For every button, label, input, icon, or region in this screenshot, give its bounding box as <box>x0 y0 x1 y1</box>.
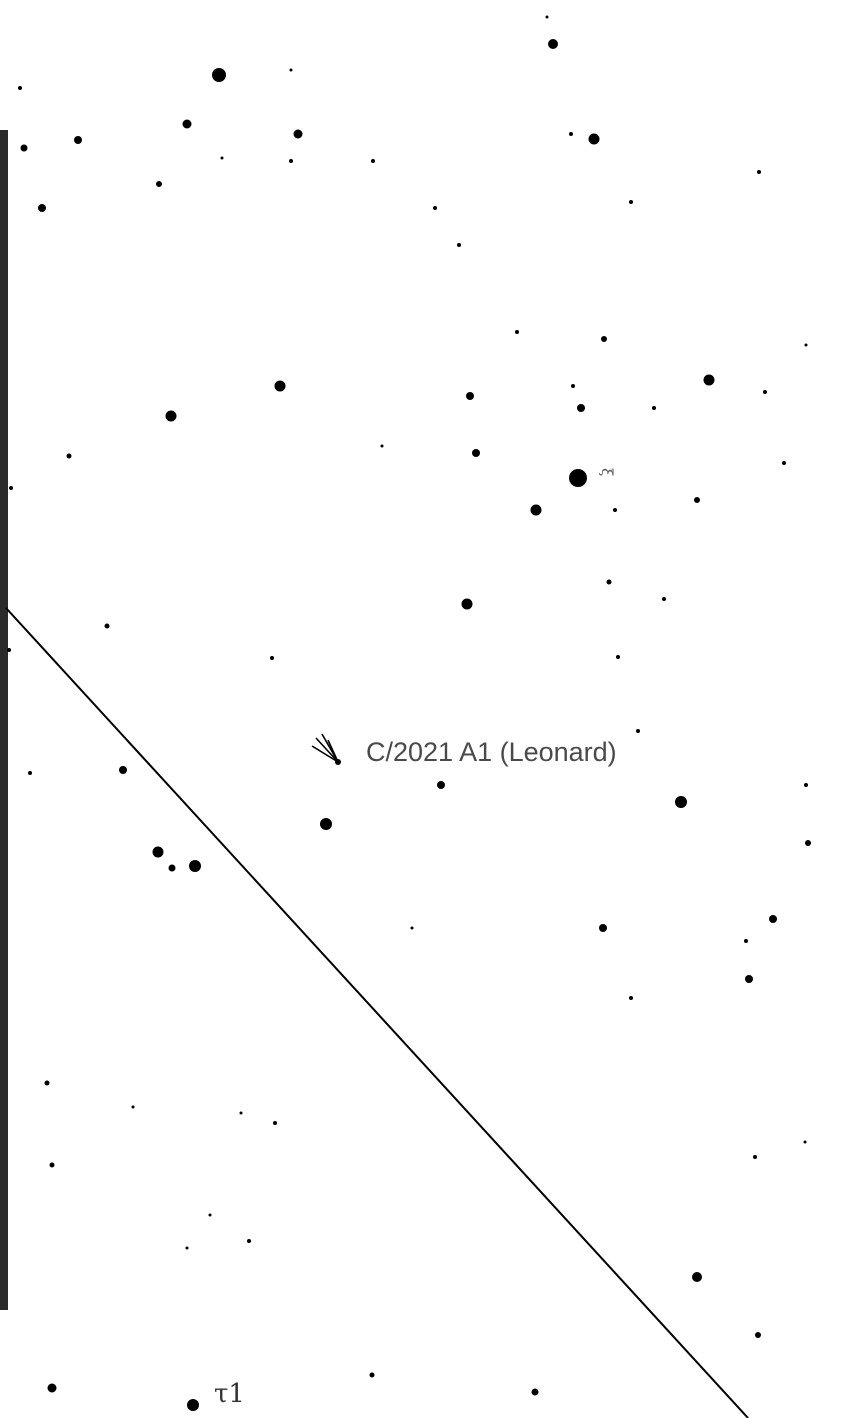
star <box>20 144 28 152</box>
star-field <box>7 15 811 1411</box>
star <box>433 206 437 210</box>
star <box>293 129 303 139</box>
star <box>131 1105 135 1109</box>
ecliptic-line <box>5 607 749 1418</box>
star <box>410 926 414 930</box>
star <box>18 86 22 90</box>
star <box>629 200 633 204</box>
star <box>47 1383 57 1393</box>
comet-icon[interactable] <box>311 733 341 765</box>
star <box>662 597 666 601</box>
star <box>692 1272 702 1282</box>
comet-designation-label: C/2021 A1 (Leonard) <box>366 737 617 767</box>
star <box>168 864 176 872</box>
star <box>755 1332 761 1338</box>
star <box>466 392 474 400</box>
star <box>220 156 224 160</box>
star <box>744 939 748 943</box>
star <box>289 159 293 163</box>
star <box>804 783 808 787</box>
star <box>66 453 72 459</box>
star <box>782 461 786 465</box>
star <box>152 846 164 858</box>
star <box>189 860 201 872</box>
chart-frame-edge <box>0 130 8 1310</box>
star <box>208 1213 212 1217</box>
star <box>28 771 32 775</box>
star <box>694 497 700 503</box>
star <box>7 648 11 652</box>
star <box>769 915 777 923</box>
star <box>185 1246 189 1250</box>
star <box>652 406 656 410</box>
star <box>380 444 384 448</box>
star <box>569 469 587 487</box>
star <box>165 410 177 422</box>
star <box>753 1155 757 1159</box>
star <box>545 15 549 19</box>
star <box>274 380 286 392</box>
star <box>763 390 767 394</box>
star <box>803 1140 807 1144</box>
star <box>270 656 274 660</box>
star <box>588 133 600 145</box>
star <box>804 343 808 347</box>
star <box>530 504 542 516</box>
star <box>119 766 127 774</box>
star <box>757 170 761 174</box>
star <box>601 336 607 342</box>
star <box>569 132 573 136</box>
star <box>616 655 620 659</box>
star <box>320 818 332 830</box>
star <box>805 840 811 846</box>
star <box>239 1111 243 1115</box>
star <box>745 975 753 983</box>
star <box>548 39 558 49</box>
star <box>44 1080 50 1086</box>
star <box>675 796 687 808</box>
star <box>636 729 640 733</box>
star <box>247 1239 251 1243</box>
star <box>437 781 445 789</box>
star <box>577 404 585 412</box>
star <box>273 1121 277 1125</box>
star <box>9 486 13 490</box>
star <box>703 374 715 386</box>
star <box>472 449 480 457</box>
star-label-tau1: τ1 <box>214 1379 245 1409</box>
star <box>104 623 110 629</box>
star <box>38 204 46 212</box>
star <box>182 119 192 129</box>
star <box>369 1372 375 1378</box>
star <box>49 1162 55 1168</box>
star <box>371 159 375 163</box>
star <box>629 996 633 1000</box>
star <box>515 330 519 334</box>
star <box>156 181 162 187</box>
star <box>531 1388 539 1396</box>
star-label-xi: ξ <box>598 468 616 476</box>
star <box>457 243 461 247</box>
star <box>613 508 617 512</box>
star <box>571 384 575 388</box>
star <box>599 924 607 932</box>
star <box>212 68 226 82</box>
star <box>187 1399 199 1411</box>
star <box>289 68 293 72</box>
star <box>74 136 82 144</box>
star <box>606 579 612 585</box>
star <box>461 598 473 610</box>
